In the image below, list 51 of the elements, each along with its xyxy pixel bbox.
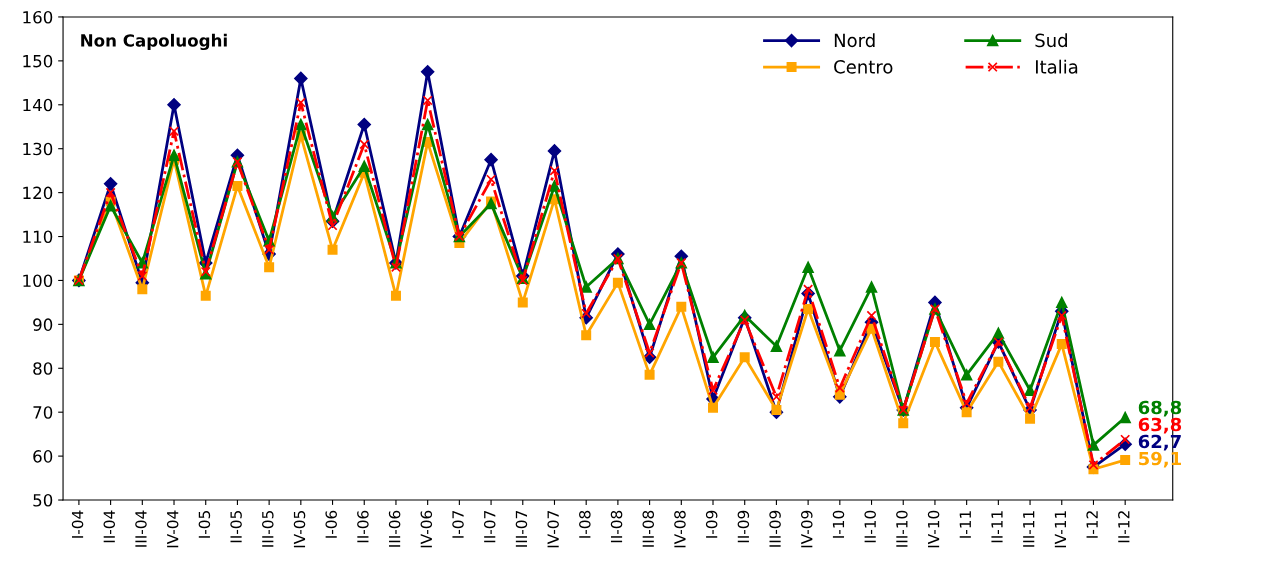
x-tick-label: I-06	[325, 510, 337, 538]
x-tick-label: III-10	[896, 510, 908, 547]
legend-label: Centro	[834, 60, 893, 74]
x-tick-label: II-08	[610, 510, 623, 543]
y-tick-label: 130	[23, 142, 53, 156]
x-tick-label: III-06	[388, 510, 401, 547]
x-tick-label: II-11	[991, 511, 1003, 543]
y-tick-label: 150	[23, 54, 53, 68]
x-tick-label: III-11	[1023, 511, 1035, 547]
legend-label: Nord	[834, 33, 875, 48]
x-tick-label: II-10	[864, 510, 876, 543]
legend-label: Sud	[1035, 33, 1067, 48]
legend-label: Italia	[1036, 59, 1078, 74]
x-tick-label: I-07	[452, 511, 464, 538]
x-tick-label: IV-09	[801, 510, 813, 548]
x-tick-label: II-07	[483, 511, 496, 543]
x-tick-label: III-05	[262, 511, 274, 547]
y-tick-label: 110	[23, 230, 53, 244]
x-tick-label: IV-11	[1054, 511, 1066, 548]
x-tick-label: I-08	[579, 510, 591, 538]
y-tick-label: 70	[33, 406, 53, 419]
x-tick-label: I-04	[71, 510, 84, 538]
x-tick-label: IV-05	[293, 511, 306, 548]
x-tick-label: IV-04	[166, 510, 179, 548]
x-tick-label: II-04	[103, 510, 116, 543]
y-tick-label: 160	[23, 10, 53, 24]
x-tick-label: I-11	[959, 511, 971, 538]
x-tick-label: I-10	[832, 510, 845, 538]
x-tick-label: IV-06	[420, 510, 433, 548]
y-tick-label: 80	[33, 362, 53, 375]
x-tick-label: I-05	[198, 511, 211, 538]
x-tick-label: IV-10	[927, 510, 940, 548]
x-tick-label: III-09	[769, 510, 781, 547]
y-tick-label: 50	[33, 493, 53, 507]
y-tick-label: 140	[23, 98, 53, 112]
x-tick-label: II-05	[230, 511, 242, 543]
x-tick-label: II-12	[1118, 511, 1130, 543]
x-tick-label: II-06	[357, 510, 369, 543]
text: Non Capoluoghi	[81, 33, 227, 51]
x-tick-label: II-09	[737, 510, 750, 543]
x-tick-label: IV-07	[547, 511, 559, 548]
x-tick-label: IV-08	[674, 510, 686, 548]
y-tick-label: 120	[23, 186, 53, 200]
x-tick-label: III-08	[642, 510, 655, 547]
y-tick-label: 60	[33, 450, 53, 463]
y-tick-label: 90	[33, 318, 53, 331]
x-tick-label: III-07	[515, 511, 528, 547]
x-tick-label: I-09	[705, 510, 718, 538]
x-tick-label: I-12	[1086, 511, 1098, 538]
x-tick-label: III-04	[135, 510, 147, 547]
y-tick-label: 100	[23, 274, 53, 288]
